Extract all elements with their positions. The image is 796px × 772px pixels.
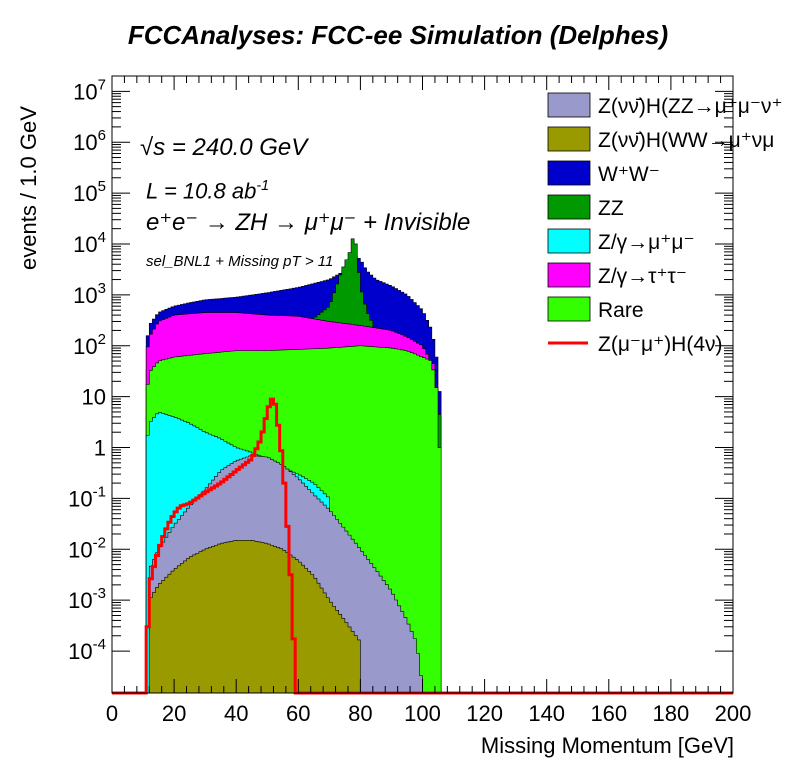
y-tick-label: 10-4 xyxy=(68,636,106,664)
selection-annotation: sel_BNL1 + Missing pT > 11 xyxy=(146,253,334,270)
legend-entry-7: Z(μ⁻μ⁺)H(4ν) xyxy=(598,333,723,356)
x-tick-label: 0 xyxy=(106,701,118,726)
x-axis-label: Missing Momentum [GeV] xyxy=(480,733,734,758)
legend-entry-2: W⁺W⁻ xyxy=(598,163,660,186)
legend-entry-6: Rare xyxy=(598,299,644,322)
legend-entry-3: ZZ xyxy=(598,197,624,220)
y-tick-label: 10-3 xyxy=(68,585,106,613)
legend-swatch-3 xyxy=(547,194,591,220)
legend-swatch-1 xyxy=(547,126,591,152)
x-tick-label: 140 xyxy=(528,701,565,726)
y-tick-label: 10-1 xyxy=(68,483,106,511)
legend-swatch-5 xyxy=(547,262,591,288)
x-tick-label: 160 xyxy=(590,701,627,726)
legend-entry-4: Z/γ→μ⁺μ⁻ xyxy=(598,231,695,254)
chart-title: FCCAnalyses: FCC-ee Simulation (Delphes) xyxy=(127,20,669,50)
y-tick-label: 106 xyxy=(73,127,106,155)
x-tick-label: 180 xyxy=(653,701,690,726)
y-tick-label: 10 xyxy=(82,385,106,410)
legend-swatch-4 xyxy=(547,228,591,254)
x-tick-label: 60 xyxy=(286,701,310,726)
x-tick-label: 20 xyxy=(162,701,186,726)
x-tick-label: 40 xyxy=(224,701,248,726)
legend-entry-1: Z(νν̄)H(WW→μ⁺νμ xyxy=(598,129,774,152)
x-tick-label: 120 xyxy=(466,701,503,726)
y-tick-label: 1 xyxy=(94,436,106,461)
legend-entry-0: Z(νν̄)H(ZZ→μ⁺μ⁻ν⁺ xyxy=(598,95,783,118)
legend-swatch-6 xyxy=(547,296,591,322)
y-tick-label: 105 xyxy=(73,178,106,206)
y-tick-label: 103 xyxy=(73,280,106,308)
process-annotation: e⁺e⁻ → ZH → μ⁺μ⁻ + Invisible xyxy=(146,209,471,236)
luminosity-annotation: L = 10.8 ab-1 xyxy=(146,178,270,204)
y-tick-label: 107 xyxy=(73,76,106,104)
sqrt-s-annotation: √s = 240.0 GeV xyxy=(140,134,308,161)
legend-swatch-2 xyxy=(547,160,591,186)
y-tick-label: 10-2 xyxy=(68,534,106,562)
y-tick-label: 102 xyxy=(73,331,106,359)
x-tick-label: 80 xyxy=(348,701,372,726)
x-tick-label: 100 xyxy=(404,701,441,726)
legend-entry-5: Z/γ→τ⁺τ⁻ xyxy=(598,265,687,288)
legend-swatch-0 xyxy=(547,92,591,118)
x-tick-label: 200 xyxy=(715,701,752,726)
y-tick-label: 104 xyxy=(73,229,106,257)
y-axis-label: events / 1.0 GeV xyxy=(16,106,41,270)
